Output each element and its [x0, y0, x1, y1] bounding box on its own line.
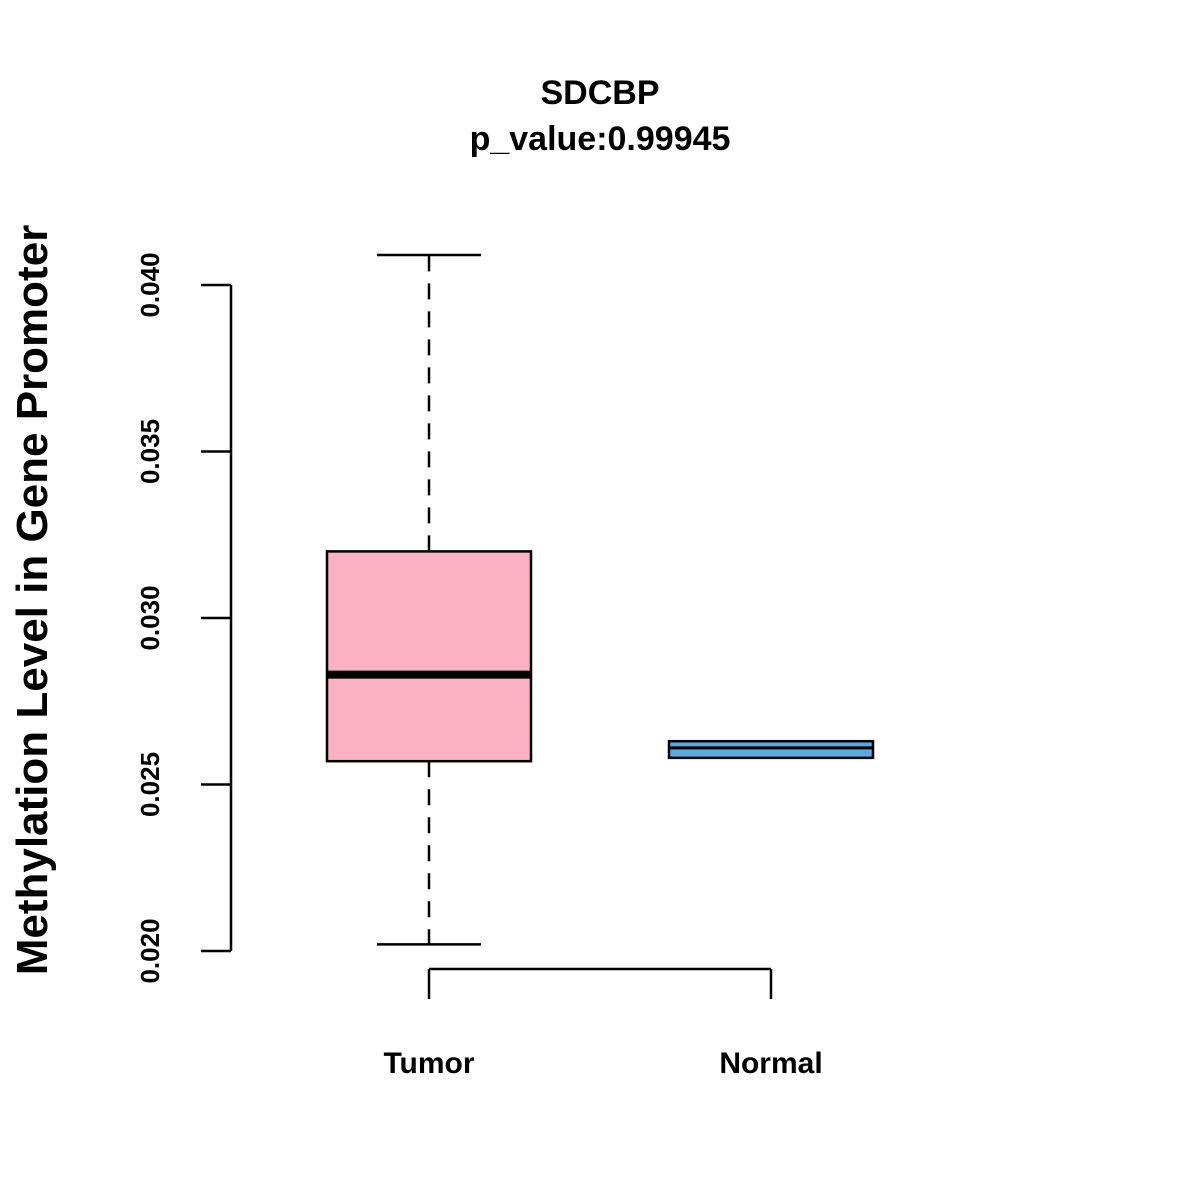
- x-axis: Tumor Normal: [383, 967, 823, 1080]
- y-axis-label: Methylation Level in Gene Promoter: [8, 225, 57, 976]
- box-normal: [667, 739, 875, 760]
- y-tick-label: 0.035: [135, 419, 165, 484]
- y-tick-label: 0.040: [135, 252, 165, 317]
- x-tick-label: Tumor: [383, 1047, 474, 1080]
- iqr-box: [325, 550, 533, 763]
- chart-title: SDCBP: [540, 74, 659, 112]
- y-tick-label: 0.020: [135, 918, 165, 983]
- y-axis: 0.020 0.025 0.030 0.035 0.040: [135, 252, 233, 984]
- chart-subtitle: p_value:0.99945: [470, 120, 731, 158]
- x-tick-label: Normal: [719, 1047, 822, 1080]
- y-tick-label: 0.025: [135, 752, 165, 817]
- y-tick-label: 0.030: [135, 585, 165, 650]
- boxes: [325, 253, 875, 946]
- iqr-box: [667, 739, 875, 760]
- box-tumor: [325, 253, 533, 946]
